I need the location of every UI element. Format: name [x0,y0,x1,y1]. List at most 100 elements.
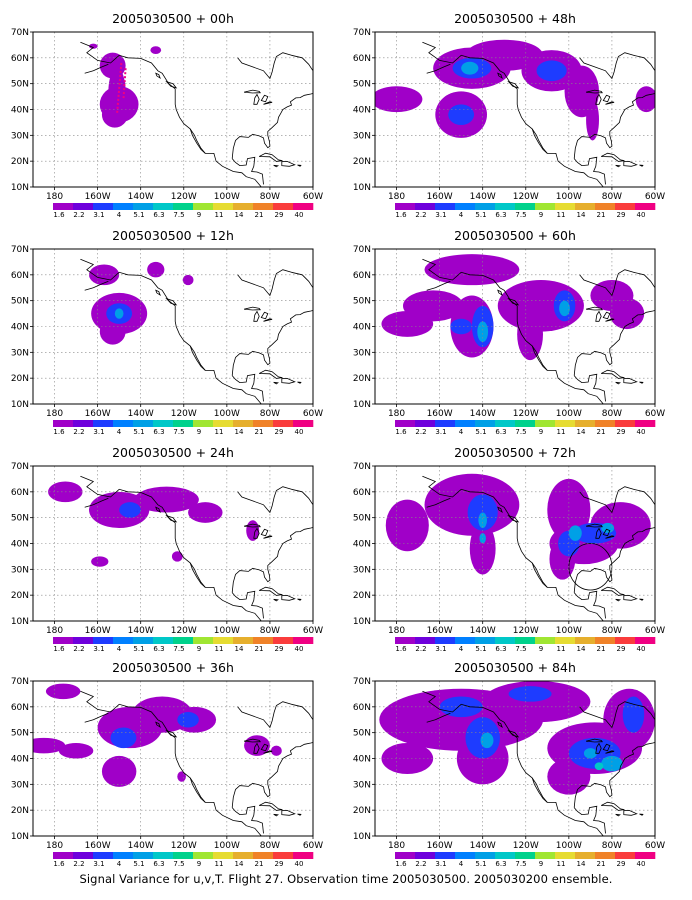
coastline [507,514,520,523]
longitude-label: 100W [556,841,582,851]
latitude-label: 70N [353,677,371,687]
colorbar-segment [595,420,616,427]
latitude-label: 20N [11,157,29,167]
coastline [237,701,292,729]
colorbar-segment [213,203,234,210]
longitude-label: 180 [388,626,405,636]
coastline [595,742,602,754]
variance-contour [450,318,472,335]
coastline [531,777,548,803]
coastline [315,729,328,741]
colorbar-label: 9 [539,211,543,219]
longitude-label: 180 [46,841,63,851]
coastline [260,528,269,537]
latitude-label: 10N [353,400,371,410]
variance-contour [188,502,223,523]
latitude-label: 20N [353,157,371,167]
coastline [657,514,670,526]
colorbar-label: 2.2 [73,211,84,219]
colorbar-segment [455,420,476,427]
map-panel: 2005030500 + 48h 70N 60N 50N 40N 30N 20N 10N 180… [353,11,665,219]
colorbar-label: 5.1 [475,211,486,219]
colorbar-segment [153,637,174,644]
latitude-label: 40N [353,540,371,550]
longitude-label: 60W [303,841,323,851]
coastline [253,310,260,322]
colorbar-label: 4 [459,428,464,436]
colorbar-label: 14 [577,645,586,653]
longitude-label: 60W [645,192,665,202]
coastline [297,381,302,384]
colorbar-label: 40 [637,211,646,219]
colorbar-segment [515,203,536,210]
coastline [595,93,602,105]
latitude-label: 50N [353,729,371,739]
coastline [579,52,634,80]
colorbar-segment [93,420,114,427]
coastline [426,497,451,508]
coastline [273,164,280,168]
coastline [297,164,302,167]
latitude-label: 50N [11,297,29,307]
latitude-label: 20N [353,806,371,816]
coastline [253,93,260,105]
colorbar-segment [595,852,616,859]
latitude-label: 20N [11,591,29,601]
variance-contour [271,745,282,756]
colorbar: 1.6 2.2 3.1 4 5.1 6.3 7.5 9 11 14 21 29 40 [395,420,656,436]
colorbar-segment [635,852,656,859]
coastline [605,318,615,322]
coastline [605,535,615,539]
coastline [259,801,283,811]
colorbar-label: 1.6 [395,211,407,219]
variance-contour [114,308,124,319]
coastline [615,813,621,817]
colorbar-segment [535,852,556,859]
colorbar-segment [53,637,74,644]
coastline [507,729,520,738]
colorbar-segment [73,637,94,644]
colorbar-segment [615,420,636,427]
colorbar-label: 2.2 [73,645,84,653]
colorbar-segment [173,637,194,644]
variance-contour [635,86,655,113]
colorbar-label: 6.3 [153,211,164,219]
colorbar-segment [515,852,536,859]
colorbar-segment [53,203,74,210]
colorbar-label: 5.1 [475,645,486,653]
variance-contour [108,68,126,115]
longitude-label: 180 [46,626,63,636]
colorbar-label: 7.5 [515,860,526,868]
colorbar-segment [293,852,314,859]
coastline [84,712,109,723]
colorbar-label: 21 [597,211,606,219]
coastline [573,373,606,402]
colorbar-segment [73,420,94,427]
coastline [231,742,313,808]
latitude-label: 50N [11,514,29,524]
latitude-label: 60N [353,703,371,713]
colorbar-segment [273,637,294,644]
coastline [263,318,273,322]
colorbar-segment [575,203,596,210]
colorbar-segment [133,203,154,210]
coastline [291,54,313,72]
colorbar-label: 6.3 [495,428,506,436]
coastline [281,377,296,384]
colorbar-label: 4 [117,211,122,219]
colorbar-label: 6.3 [495,645,506,653]
colorbar-segment [73,852,94,859]
coastline [253,527,260,539]
colorbar-label: 11 [215,645,224,653]
coastline [84,63,109,74]
latitude-label: 70N [11,462,29,472]
colorbar-segment [555,852,576,859]
colorbar-segment [455,637,476,644]
coastline [260,311,269,320]
variance-contour [89,43,98,49]
coastline [231,527,313,593]
colorbar-label: 3.1 [435,860,446,868]
variance-contour [583,748,597,759]
coastline [260,94,269,103]
coastline [244,523,261,528]
